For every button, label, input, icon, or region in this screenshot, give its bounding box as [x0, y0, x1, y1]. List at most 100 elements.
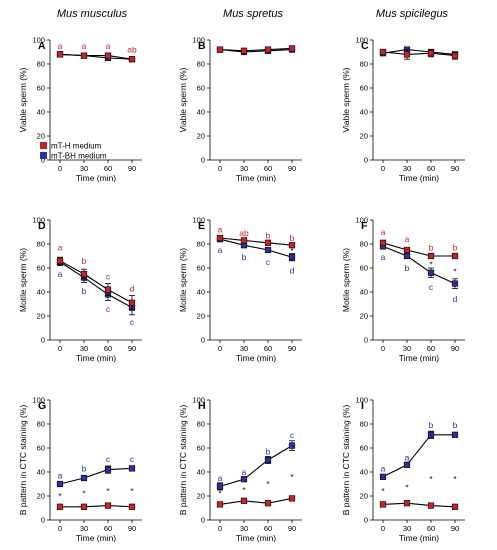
panel-e-y-tick-label: 80: [197, 240, 205, 249]
panel-f-line-mt-h: [382, 242, 455, 257]
panel-d-y-axis-title: Motile sperm (%): [18, 248, 28, 312]
panel-c-point-mt-h: [379, 48, 387, 56]
panel-i-point-mt-h: [427, 502, 435, 509]
panel-i-sig-letter: a: [405, 453, 410, 463]
panel-d-x-tick-label: 30: [80, 344, 88, 353]
panel-h-y-tick-label: 0: [201, 516, 205, 525]
panel-i-sig-letter: b: [453, 420, 458, 430]
panel-h-sig-letter: a: [242, 467, 247, 477]
panel-a-sig-letter: a: [82, 41, 87, 51]
panel-h-x-tick-label: 30: [240, 524, 248, 533]
panel-c-letter: C: [361, 40, 369, 52]
panel-a-x-tick-label: 0: [58, 164, 62, 173]
panel-f-sig-letter: b: [429, 243, 434, 253]
panel-d-y-tick-label: 80: [37, 240, 45, 249]
panel-i-sig-letter: b: [429, 420, 434, 430]
panel-b-letter: B: [198, 40, 206, 52]
panel-f-y-tick-label: 20: [360, 312, 368, 321]
panel-f-point-mt-h: [427, 252, 435, 260]
panel-b-x-tick-label: 30: [240, 164, 248, 173]
panel-g-point-mt-h: [56, 503, 64, 510]
panel-d-sig-letter: b: [82, 256, 87, 266]
panel-c-line-mt-h: [382, 51, 456, 57]
panel-h-line-mt-bh: [219, 445, 293, 487]
panel-f-x-axis-title: Time (min): [399, 353, 439, 363]
legend-swatch-mt-h: [40, 142, 47, 149]
panel-g-y-tick-label: 20: [37, 492, 45, 501]
panel-d-sig-letter: a: [58, 269, 63, 279]
panel-i-point-mt-bh: [403, 461, 411, 468]
panel-a-y-axis-title: Viable sperm (%): [18, 67, 28, 132]
panel-d: 0 20 40 60 80 100 0 30 60 90 Time (min) Motile sper…: [18, 216, 142, 363]
panel-g-letter: G: [38, 400, 46, 412]
panel-e-y-tick-label: 100: [192, 216, 205, 225]
panel-a-x-tick-label: 30: [80, 164, 88, 173]
legend: mT-H medium mT-BH medium: [40, 142, 107, 161]
panel-f-sig-letter: c: [429, 282, 434, 292]
panel-i-star: *: [405, 484, 408, 493]
panel-h-y-tick-label: 100: [192, 396, 205, 405]
panel-b-y-tick-label: 80: [197, 60, 205, 69]
panel-g-star: *: [82, 490, 85, 499]
panel-d-point-mt-h: [56, 257, 64, 264]
panel-e-point-mt-h: [264, 239, 272, 246]
panel-a-point-mt-h: [104, 52, 112, 59]
panel-b-x-tick-label: 60: [264, 164, 272, 173]
panel-h-point-mt-h: [216, 501, 224, 508]
panel-e-x-tick-label: 0: [218, 344, 222, 353]
panel-a-sig-letter: a: [106, 41, 111, 51]
panel-f-point-mt-h: [379, 239, 387, 246]
panel-f-sig-letter: a: [381, 252, 386, 262]
panel-e-sig-letter: d: [290, 265, 295, 275]
panel-h-y-tick-label: 20: [197, 492, 205, 501]
panel-f-line-mt-bh: [382, 245, 456, 285]
panel-f-x-tick-label: 60: [427, 344, 435, 353]
panel-i-letter: I: [361, 400, 364, 412]
panel-e-y-axis-title: Motile sperm (%): [178, 248, 188, 312]
panel-h-star: *: [266, 480, 269, 489]
panel-d-sig-letter: c: [106, 271, 111, 281]
panel-c-y-tick-label: 20: [360, 132, 368, 141]
panel-e-sig-letter: a: [218, 245, 223, 255]
panel-b-y-tick-label: 0: [201, 156, 205, 165]
legend-label-mt-h: mT-H medium: [51, 142, 102, 151]
panel-b-line-mt-h: [219, 47, 293, 52]
panel-g-y-axis-title: B pattern in CTC staining (%): [18, 405, 28, 516]
panel-g-x-tick-label: 60: [104, 524, 112, 533]
panel-c-x-tick-label: 0: [381, 164, 385, 173]
panel-i-sig-letter: a: [381, 463, 386, 473]
panel-h-x-tick-label: 60: [264, 524, 272, 533]
panel-g: 0 20 40 60 80 100 0 30 60 90 Time (min) B pattern i…: [18, 396, 142, 543]
panel-c-y-tick-label: 60: [360, 84, 368, 93]
panel-g-star: *: [58, 492, 61, 501]
panel-f-x-tick-label: 30: [403, 344, 411, 353]
panel-d-point-mt-h: [80, 270, 88, 278]
panel-f-point-mt-h: [451, 252, 459, 260]
panel-i-star: *: [381, 487, 384, 496]
panel-a-y-tick-label: 80: [37, 60, 45, 69]
panel-h-point-mt-h: [264, 500, 272, 507]
panel-d-x-tick-label: 60: [104, 344, 112, 353]
panel-e-point-mt-h: [288, 242, 296, 249]
panel-h-point-mt-bh: [264, 456, 272, 464]
panel-i-point-mt-h: [403, 500, 411, 507]
panel-f-star: *: [429, 260, 432, 269]
panel-g-x-tick-label: 30: [80, 524, 88, 533]
panel-c-point-mt-h: [427, 50, 435, 57]
panel-d-y-tick-label: 0: [41, 336, 45, 345]
panel-e-sig-letter: b: [290, 233, 295, 243]
panel-c-y-tick-label: 80: [360, 60, 368, 69]
legend-label-mt-bh: mT-BH medium: [51, 152, 107, 161]
panel-a-sig-letter: a: [58, 41, 63, 51]
panel-d-y-tick-label: 40: [37, 288, 45, 297]
panel-d-x-tick-label: 0: [58, 344, 62, 353]
panels-group: 0 20 40 60 80 100 0 30 60 90 Time (min) Viable sper…: [18, 36, 465, 543]
panel-g-star: *: [130, 487, 133, 496]
panel-a-point-mt-h: [56, 51, 64, 58]
panel-f-sig-letter: a: [405, 234, 410, 244]
panel-c-x-tick-label: 60: [427, 164, 435, 173]
panel-b-point-mt-h: [264, 46, 272, 53]
panel-i-point-mt-bh: [379, 473, 387, 480]
panel-h-x-tick-label: 0: [218, 524, 222, 533]
panel-g-point-mt-bh: [104, 466, 112, 473]
